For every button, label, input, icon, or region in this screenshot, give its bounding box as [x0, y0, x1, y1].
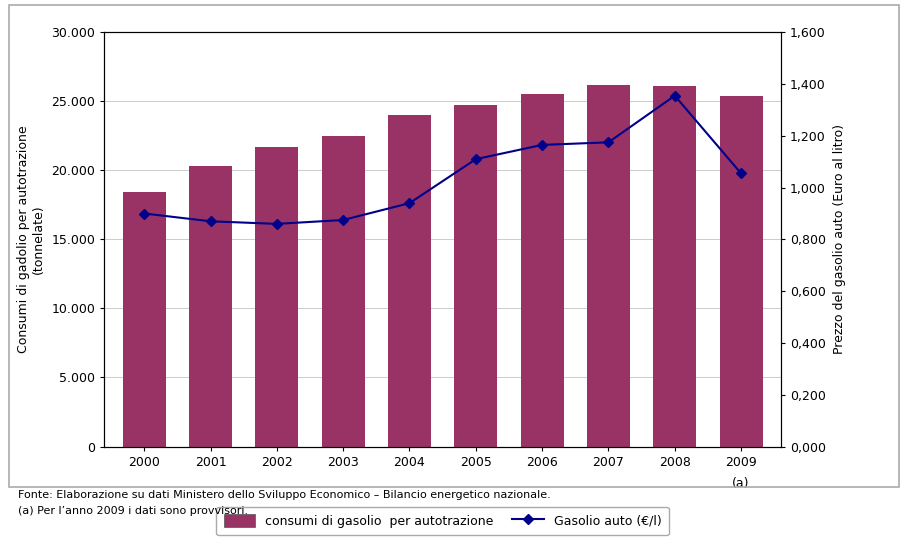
Bar: [189, 166, 232, 447]
Bar: [321, 136, 365, 447]
Bar: [388, 115, 431, 447]
Y-axis label: Consumi di gadolio per autotrazione
(tonnelate): Consumi di gadolio per autotrazione (ton…: [16, 125, 44, 353]
Text: Fonte: Elaborazione su dati Ministero dello Sviluppo Economico – Bilancio energe: Fonte: Elaborazione su dati Ministero de…: [18, 490, 551, 500]
Text: (a) Per l’anno 2009 i dati sono provvisori.: (a) Per l’anno 2009 i dati sono provviso…: [18, 506, 248, 516]
Y-axis label: Prezzo del gasolio auto (Euro al litro): Prezzo del gasolio auto (Euro al litro): [833, 124, 846, 355]
Text: (a): (a): [733, 477, 750, 490]
Bar: [719, 96, 763, 447]
Bar: [454, 105, 498, 447]
Legend: consumi di gasolio  per autotrazione, Gasolio auto (€/l): consumi di gasolio per autotrazione, Gas…: [216, 507, 669, 535]
Bar: [653, 86, 696, 447]
Bar: [587, 85, 630, 447]
Bar: [520, 95, 564, 447]
Bar: [123, 193, 166, 447]
Bar: [255, 147, 299, 447]
